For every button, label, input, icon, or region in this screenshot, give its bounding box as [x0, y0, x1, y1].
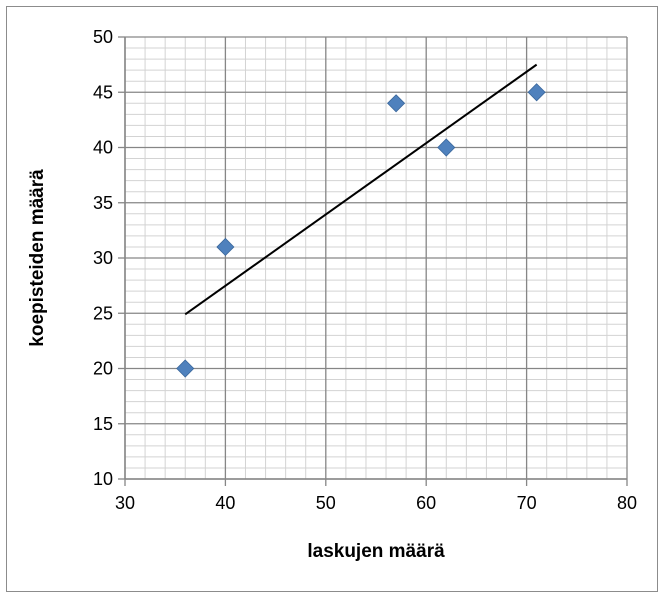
y-axis-title: koepisteiden määrä	[27, 169, 48, 347]
x-tick-label: 70	[517, 493, 537, 513]
y-tick-label: 45	[93, 82, 113, 102]
trendline	[184, 63, 538, 316]
x-axis-title: laskujen määrä	[307, 541, 445, 562]
tick-labels: 30 40 50 60 70 80 10 15 20 25 30 35 40 45 50	[93, 27, 637, 513]
scatter-chart: 30 40 50 60 70 80 10 15 20 25 30 35 40 45 50 laskujen …	[27, 27, 637, 562]
y-tick-label: 15	[93, 414, 113, 434]
y-tick-label: 35	[93, 193, 113, 213]
chart-frame: 30 40 50 60 70 80 10 15 20 25 30 35 40 45 50 laskujen …	[6, 6, 658, 592]
y-tick-label: 25	[93, 303, 113, 323]
data-points	[176, 83, 546, 378]
axes	[118, 36, 628, 486]
y-tick-label: 50	[93, 27, 113, 47]
y-tick-label: 40	[93, 138, 113, 158]
y-tick-label: 20	[93, 359, 113, 379]
x-tick-label: 40	[215, 493, 235, 513]
major-gridlines	[124, 36, 628, 480]
x-tick-label: 50	[316, 493, 336, 513]
y-tick-label: 30	[93, 248, 113, 268]
trendline-group	[184, 63, 538, 316]
data-point	[176, 359, 195, 378]
data-point	[437, 138, 456, 157]
data-point	[527, 83, 546, 102]
data-point	[387, 94, 406, 113]
x-tick-label: 30	[115, 493, 135, 513]
x-tick-label: 60	[416, 493, 436, 513]
y-tick-label: 10	[93, 469, 113, 489]
data-point	[216, 237, 235, 257]
x-tick-label: 80	[617, 493, 637, 513]
